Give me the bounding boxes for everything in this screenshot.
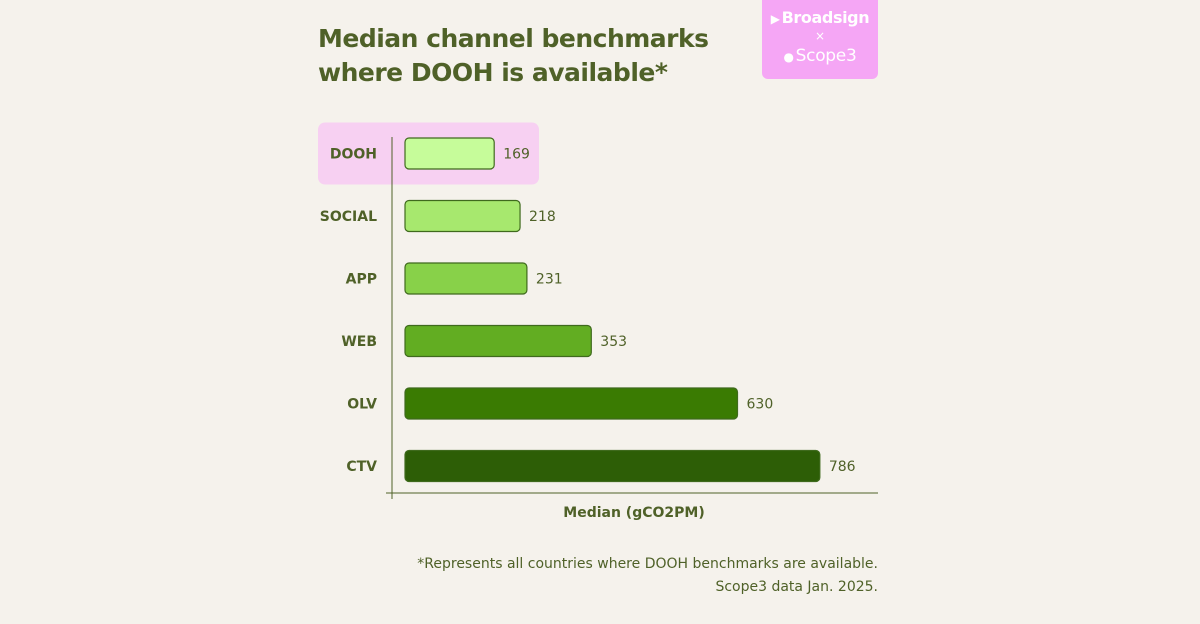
scope3-dots-icon: ●	[783, 50, 794, 64]
category-label-dooh: DOOH	[330, 147, 377, 163]
play-triangle-icon: ▶	[770, 12, 780, 26]
chart-title-line-1: Median channel benchmarks	[318, 24, 709, 53]
x-axis-label: Median (gCO2PM)	[563, 505, 704, 521]
value-label-dooh: 169	[503, 147, 530, 163]
bar-web	[404, 324, 592, 358]
value-label-app: 231	[536, 272, 563, 288]
footnote: *Represents all countries where DOOH ben…	[417, 553, 878, 599]
broadsign-scope3-logo: ▶ Broadsign × ● Scope3	[762, 0, 878, 79]
footnote-line-1: *Represents all countries where DOOH ben…	[417, 556, 878, 572]
chart-title-line-2: where DOOH is available*	[318, 58, 668, 87]
chart-title: Median channel benchmarks where DOOH is …	[318, 22, 709, 90]
category-label-app: APP	[346, 272, 377, 288]
value-label-olv: 630	[747, 397, 774, 413]
value-label-ctv: 786	[829, 459, 856, 475]
value-label-social: 218	[529, 209, 556, 225]
category-label-web: WEB	[341, 334, 377, 350]
category-label-ctv: CTV	[346, 459, 377, 475]
broadsign-wordmark: Broadsign	[781, 8, 870, 27]
category-label-social: SOCIAL	[320, 209, 377, 225]
bar-olv	[404, 387, 739, 420]
logo-separator: ×	[814, 29, 826, 43]
scope3-logo: ● Scope3	[762, 46, 878, 66]
bar-dooh	[404, 137, 495, 170]
bar-ctv	[404, 449, 821, 483]
footnote-source: Scope3 data Jan. 2025.	[715, 579, 878, 595]
bar-app	[404, 262, 528, 295]
bar-social	[404, 199, 521, 233]
category-label-olv: OLV	[347, 397, 377, 413]
scope3-wordmark: Scope3	[795, 46, 857, 66]
value-label-web: 353	[600, 334, 627, 350]
broadsign-logo: ▶ Broadsign	[762, 8, 878, 27]
